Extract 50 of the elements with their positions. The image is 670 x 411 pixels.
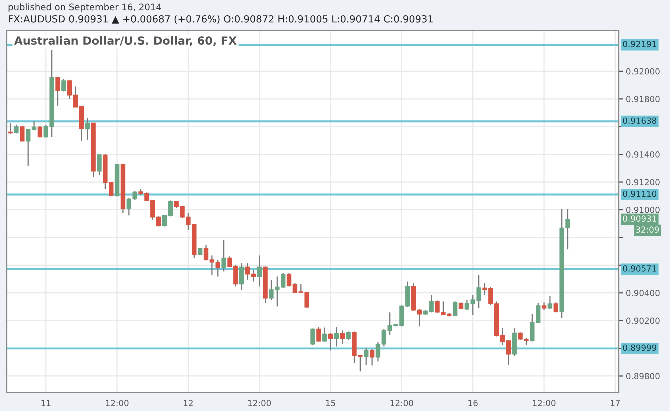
candlestick [8,122,13,134]
ref-line-label: 0.90571 [623,266,656,272]
candlestick [340,330,345,345]
y-tick-label: 0.92000 [626,68,660,75]
candlestick [554,302,558,314]
candlestick [322,327,328,343]
candlestick [328,332,334,352]
x-tick-label: 12 [184,400,193,406]
candlestick [239,262,244,291]
candlestick [452,301,458,317]
candlestick [512,328,517,357]
y-tick-label: 0.91000 [626,206,660,214]
y-tick-label: 0.90200 [626,318,660,324]
text: 0.90931 [623,216,656,222]
candlestick [257,255,262,288]
y-tick-label: 0.90400 [626,290,660,296]
chart-subtitle: FX:AUDUSD 0.90931 ▲ +0.00687 (+0.76%) O:0.90872 H:0.91005 L:0.90714 C:0.90931 [8,15,433,24]
y-tick-label: 0.89800 [626,373,660,380]
candlestick [364,348,369,366]
y-tick-label: 0.91200 [626,179,660,186]
candlestick [20,125,25,142]
candlestick [316,326,322,343]
x-tick-label: 12:00 [533,400,556,406]
chart-title: Australian Dollar/U.S. Dollar, 60, FX [14,36,237,46]
candlestick [56,77,60,107]
ref-line-label: 0.92191 [623,41,656,48]
candlestick [370,348,375,366]
candlestick [310,328,316,346]
ref-line-label: 0.91638 [623,118,657,124]
x-tick-label: 12:00 [106,400,129,406]
x-tick-label: 16 [468,400,478,406]
text: 32:09 [636,226,660,233]
y-tick-label: 0.91400 [626,152,660,158]
x-tick-label: 12:00 [390,400,414,406]
candlestick [62,78,66,92]
candlestick [566,208,570,250]
candlestick [85,118,90,141]
candlestick [38,125,43,138]
ref-line-label: 0.89999 [623,344,657,352]
y-tick-label: 0.91800 [626,96,660,102]
x-tick-label: 11 [42,400,51,406]
candlestick [222,240,226,272]
ref-line-label: 0.91110 [623,190,657,198]
candlestick [548,295,553,310]
x-tick-label: 12:00 [248,400,272,406]
candlestick [97,154,102,176]
candlestick [334,326,340,348]
x-tick-label: 17 [611,400,620,406]
text: published on September 16, 2014 [8,4,162,12]
x-tick-label: 15 [326,400,336,406]
